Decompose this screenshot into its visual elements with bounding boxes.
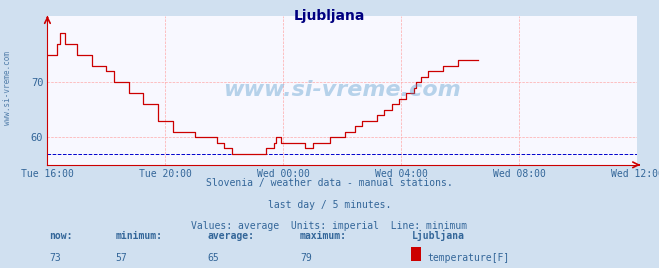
- Text: 65: 65: [208, 253, 219, 263]
- Text: now:: now:: [49, 231, 73, 241]
- Text: last day / 5 minutes.: last day / 5 minutes.: [268, 200, 391, 210]
- Text: 73: 73: [49, 253, 61, 263]
- Text: Ljubljana: Ljubljana: [412, 230, 465, 241]
- Text: maximum:: maximum:: [300, 231, 347, 241]
- Text: Slovenia / weather data - manual stations.: Slovenia / weather data - manual station…: [206, 178, 453, 188]
- Text: www.si-vreme.com: www.si-vreme.com: [3, 51, 13, 125]
- Text: average:: average:: [208, 231, 254, 241]
- Text: 79: 79: [300, 253, 312, 263]
- Text: minimum:: minimum:: [115, 231, 162, 241]
- Text: www.si-vreme.com: www.si-vreme.com: [223, 80, 461, 100]
- Text: temperature[F]: temperature[F]: [427, 253, 509, 263]
- Text: Ljubljana: Ljubljana: [294, 9, 365, 23]
- Text: Values: average  Units: imperial  Line: minimum: Values: average Units: imperial Line: mi…: [191, 221, 468, 231]
- Text: 57: 57: [115, 253, 127, 263]
